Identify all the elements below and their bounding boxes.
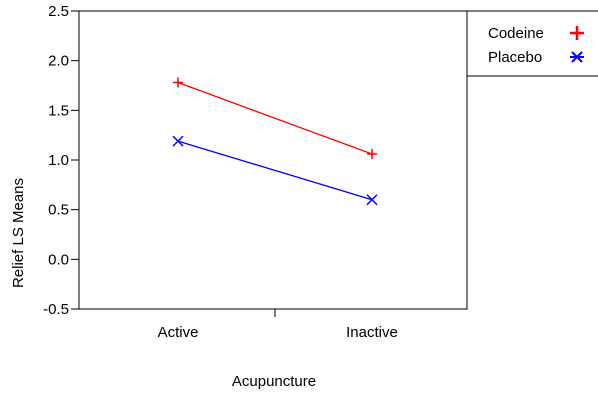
- legend-label: Codeine: [488, 25, 544, 42]
- legend-marker-icon: [570, 26, 584, 40]
- y-tick-label: 2.5: [48, 3, 69, 20]
- plot-area-border: [78, 10, 468, 310]
- x-tick-label: Active: [158, 324, 199, 341]
- y-tick-label: -0.5: [43, 301, 69, 318]
- series-layer: [172, 77, 378, 206]
- legend: Codeine Placebo: [467, 10, 598, 77]
- legend-label: Placebo: [488, 49, 542, 66]
- legend-items: Codeine Placebo: [488, 25, 584, 66]
- y-tick-label: 1.5: [48, 102, 69, 119]
- legend-box-border: [467, 10, 598, 77]
- y-tick-label: 0.0: [48, 251, 69, 268]
- x-axis: Active Inactive: [158, 309, 398, 341]
- y-axis: 2.5 2.0 1.5 1.0 0.5 0.0 -0.5: [43, 3, 79, 318]
- data-point: [173, 77, 183, 88]
- x-axis-title: Acupuncture: [232, 373, 316, 390]
- legend-marker-icon: [570, 51, 584, 63]
- legend-item-placebo: Placebo: [488, 49, 584, 66]
- series-line: [177, 140, 373, 201]
- series-placebo: [172, 135, 378, 206]
- plot-frame: [78, 10, 468, 310]
- data-point: [366, 194, 378, 206]
- series-line: [177, 81, 373, 155]
- y-axis-title: Relief LS Means: [10, 178, 27, 288]
- y-tick-label: 0.5: [48, 202, 69, 219]
- data-point: [367, 149, 377, 160]
- legend-item-codeine: Codeine: [488, 25, 584, 42]
- data-point: [172, 135, 184, 147]
- y-tick-label: 2.0: [48, 53, 69, 70]
- x-tick-label: Inactive: [346, 324, 398, 341]
- y-tick-label: 1.0: [48, 152, 69, 169]
- series-codeine: [173, 77, 377, 160]
